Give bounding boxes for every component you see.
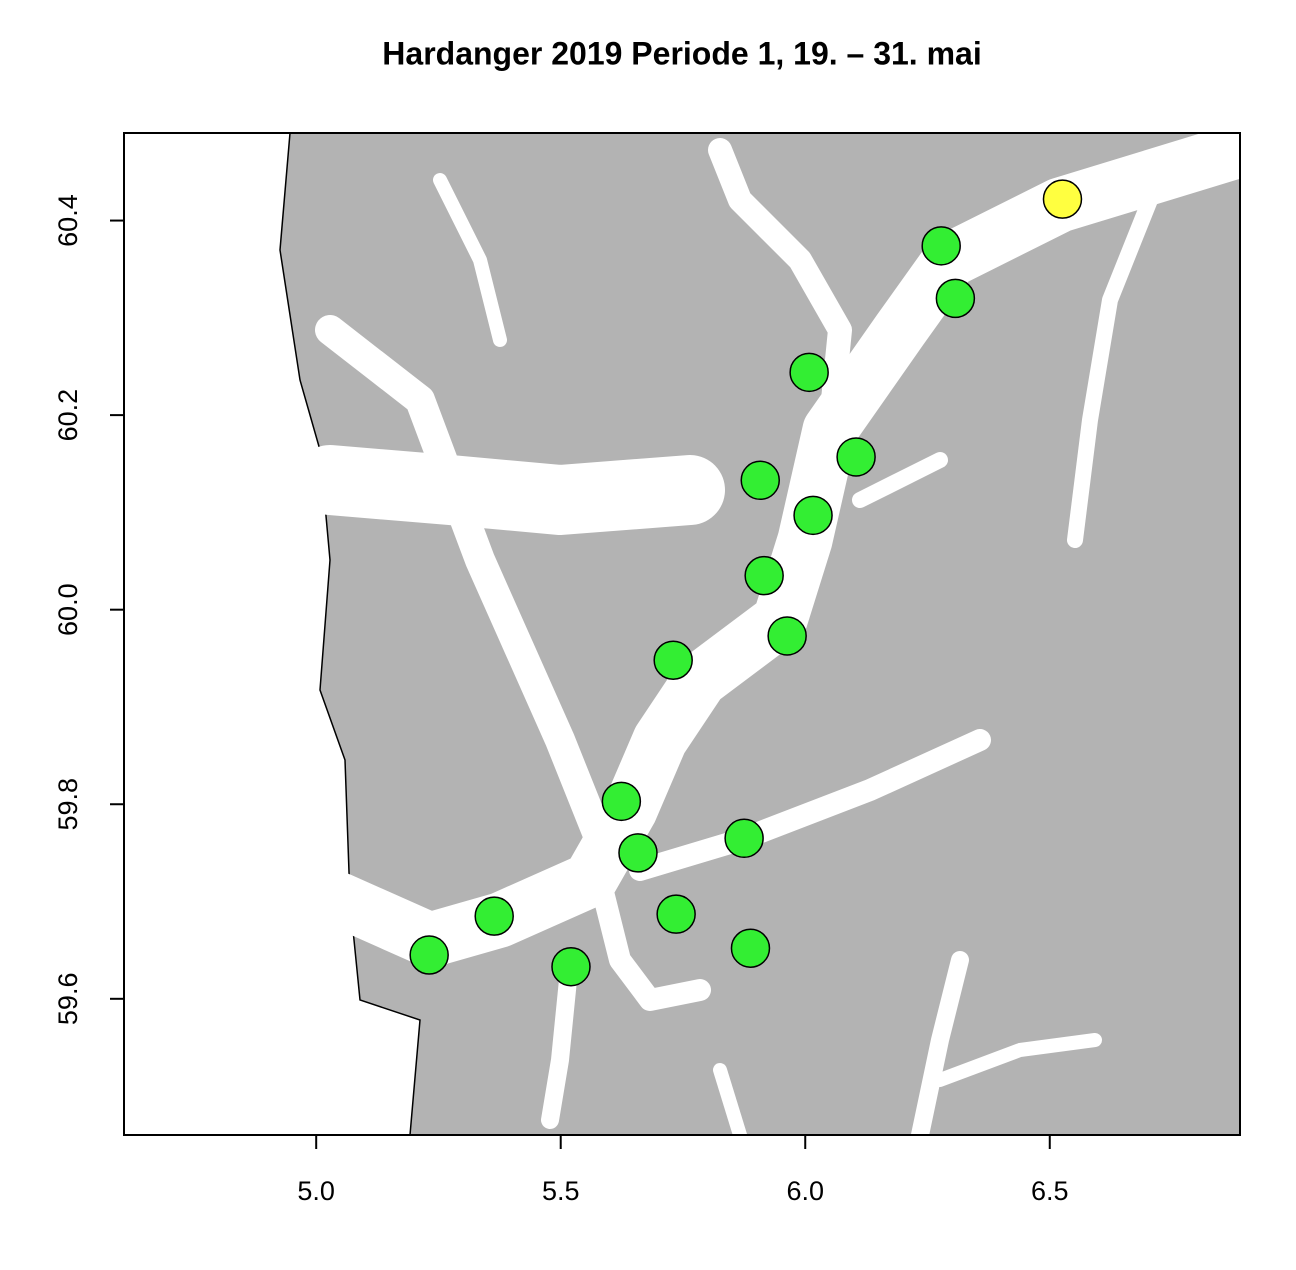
station-point <box>601 781 642 822</box>
basemap <box>124 133 1240 1135</box>
station-point <box>767 616 807 656</box>
y-tick-label: 60.2 <box>53 389 83 442</box>
station-point <box>653 640 693 681</box>
y-tick-label: 59.6 <box>53 973 83 1026</box>
fjords <box>295 133 1240 1135</box>
station-point <box>740 460 780 501</box>
station-point <box>409 935 449 975</box>
station-point <box>1042 179 1083 219</box>
x-tick-label: 5.5 <box>542 1176 580 1206</box>
plot-frame <box>123 132 1241 1136</box>
station-point <box>656 894 696 934</box>
station-point <box>618 833 658 873</box>
chart-title: Hardanger 2019 Periode 1, 19. – 31. mai <box>382 35 981 71</box>
x-tick-label: 6.5 <box>1031 1176 1069 1206</box>
y-tick-label: 60.4 <box>53 194 83 247</box>
station-point <box>724 818 764 859</box>
y-tick-label: 59.8 <box>53 778 83 831</box>
station-point <box>793 495 833 536</box>
station-point <box>935 278 976 319</box>
station-point <box>789 352 829 393</box>
station-point <box>551 946 591 987</box>
station-point <box>921 226 961 266</box>
x-tick-label: 5.0 <box>297 1176 335 1206</box>
station-point <box>836 437 876 477</box>
station-point <box>730 928 771 968</box>
x-tick-label: 6.0 <box>786 1176 824 1206</box>
y-tick-label: 60.0 <box>53 583 83 636</box>
station-point <box>474 896 514 936</box>
station-point <box>744 555 784 596</box>
